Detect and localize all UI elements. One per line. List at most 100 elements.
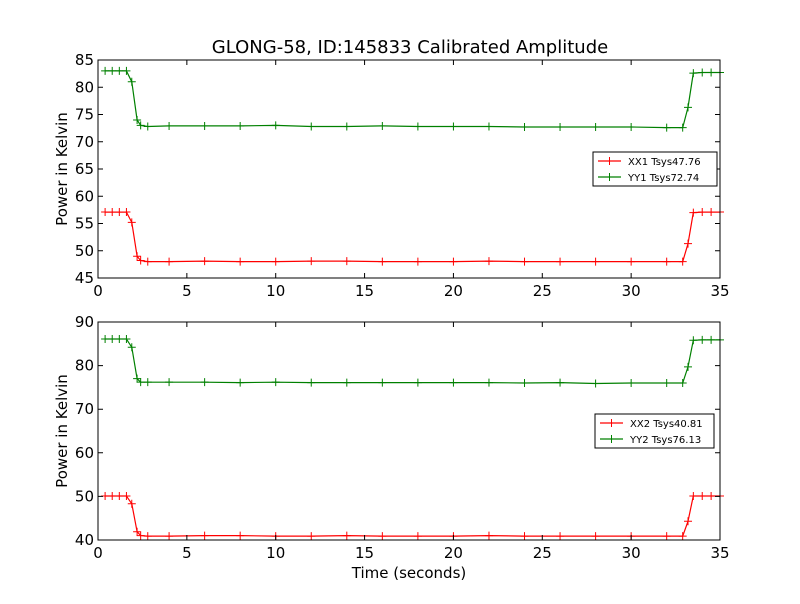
y-tick-label: 65 xyxy=(75,160,94,178)
subplot-2: 0 5 10 15 20 25 30 35 40 50 60 70 80 90 Power in Kelvi… xyxy=(53,313,730,582)
x-tick-label: 5 xyxy=(182,282,192,300)
data-point xyxy=(115,208,124,217)
x-tick-label: 10 xyxy=(266,544,285,562)
data-point xyxy=(165,257,174,266)
data-point xyxy=(115,66,124,75)
x-tick-label: 0 xyxy=(93,282,103,300)
data-point xyxy=(271,378,280,387)
data-point xyxy=(678,123,687,132)
data-point xyxy=(136,256,145,265)
data-point xyxy=(143,122,152,131)
data-point xyxy=(678,257,687,266)
data-point xyxy=(556,378,565,387)
data-point xyxy=(484,531,493,540)
data-point xyxy=(127,499,136,508)
legend-label: YY1 Tsys72.74 xyxy=(627,173,699,184)
data-point xyxy=(101,66,110,75)
legend-label: XX1 Tsys47.76 xyxy=(628,157,701,168)
data-point xyxy=(342,122,351,131)
data-point xyxy=(449,378,458,387)
data-point xyxy=(127,343,136,352)
data-point xyxy=(707,208,716,217)
data-point xyxy=(136,531,145,540)
data-point xyxy=(378,378,387,387)
data-point xyxy=(127,218,136,227)
data-point xyxy=(101,208,110,217)
plot-frame xyxy=(97,321,721,541)
data-point xyxy=(307,378,316,387)
data-point xyxy=(271,257,280,266)
y-axis-label: Power in Kelvin xyxy=(53,374,71,488)
series-line-2-2 xyxy=(105,338,720,385)
data-point xyxy=(698,491,707,500)
legend-marker xyxy=(605,173,614,181)
data-point xyxy=(307,532,316,541)
data-point xyxy=(122,66,131,75)
series-line-1-1 xyxy=(105,211,720,263)
data-point xyxy=(698,335,707,344)
data-point xyxy=(698,68,707,77)
data-point xyxy=(662,123,671,132)
data-point xyxy=(342,531,351,540)
data-point xyxy=(165,378,174,387)
data-point xyxy=(342,257,351,266)
data-point xyxy=(143,257,152,266)
data-point xyxy=(591,257,600,266)
data-point xyxy=(678,379,687,388)
data-point xyxy=(520,123,529,132)
data-point xyxy=(689,69,698,78)
data-point xyxy=(556,257,565,266)
data-point xyxy=(108,66,117,75)
legend-marker xyxy=(605,157,614,165)
data-point xyxy=(484,378,493,387)
y-tick-label: 40 xyxy=(75,531,94,549)
data-point xyxy=(200,257,209,266)
data-point xyxy=(707,335,716,344)
y-tick-label: 70 xyxy=(75,133,94,151)
data-point xyxy=(413,122,422,131)
series-markers-2-1 xyxy=(101,491,724,541)
data-point xyxy=(698,208,707,217)
data-point xyxy=(484,257,493,266)
data-point xyxy=(413,532,422,541)
data-point xyxy=(133,252,142,261)
data-point xyxy=(200,121,209,130)
data-point xyxy=(662,532,671,541)
data-point xyxy=(122,335,131,344)
y-tick-label: 85 xyxy=(75,51,94,69)
x-tick-label: 5 xyxy=(182,544,192,562)
x-tick-label: 0 xyxy=(93,544,103,562)
data-point xyxy=(662,379,671,388)
data-point xyxy=(520,379,529,388)
data-point xyxy=(520,532,529,541)
data-point xyxy=(684,517,693,526)
x-tick-label: 35 xyxy=(710,544,729,562)
data-point xyxy=(684,362,693,371)
legend: XX2 Tsys40.81 YY2 Tsys76.13 xyxy=(594,413,715,449)
x-axis-label: Time (seconds) xyxy=(351,564,467,582)
series-markers-1-1 xyxy=(101,208,724,266)
data-point xyxy=(378,121,387,130)
y-tick-label: 70 xyxy=(75,400,94,418)
data-point xyxy=(684,103,693,112)
y-tick-label: 50 xyxy=(75,242,94,260)
data-point xyxy=(133,115,142,124)
data-point xyxy=(678,532,687,541)
legend-label: XX2 Tsys40.81 xyxy=(630,419,703,430)
data-point xyxy=(591,123,600,132)
data-point xyxy=(591,379,600,388)
data-point xyxy=(689,491,698,500)
data-point xyxy=(378,257,387,266)
series-line-1-2 xyxy=(105,70,720,129)
data-point xyxy=(449,122,458,131)
y-tick-label: 50 xyxy=(75,487,94,505)
data-point xyxy=(707,68,716,77)
subplot-1: 0 5 10 15 20 25 30 35 45 50 55 60 65 70 75 80 85 Power in… xyxy=(53,51,730,300)
figure-title: GLONG-58, ID:145833 Calibrated Amplitude xyxy=(212,37,608,58)
data-point xyxy=(662,257,671,266)
series-markers-2-2 xyxy=(101,335,724,388)
x-tick-label: 25 xyxy=(533,282,552,300)
data-point xyxy=(200,531,209,540)
data-point xyxy=(108,491,117,500)
